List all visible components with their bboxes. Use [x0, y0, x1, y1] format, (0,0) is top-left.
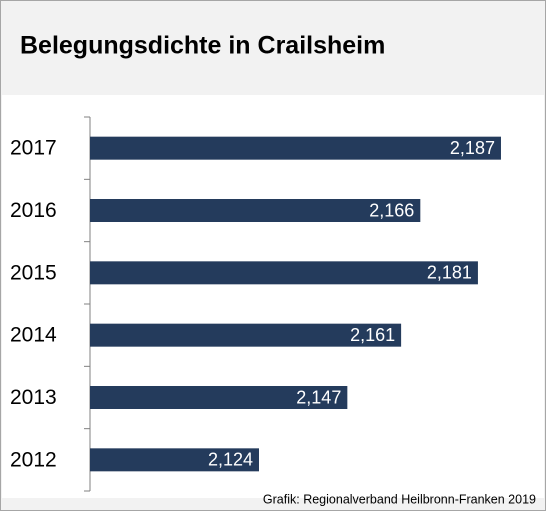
- data-label: 2,187: [450, 138, 495, 158]
- y-tick-label: 2013: [10, 386, 57, 409]
- y-tick-label: 2012: [10, 448, 57, 471]
- bar: [90, 136, 501, 160]
- chart-title: Belegungsdichte in Crailsheim: [20, 32, 385, 60]
- data-label: 2,161: [350, 325, 395, 345]
- data-label: 2,166: [369, 200, 414, 220]
- data-label: 2,147: [296, 387, 341, 407]
- data-label: 2,124: [208, 450, 253, 470]
- y-tick-label: 2016: [10, 199, 57, 222]
- bar: [90, 386, 348, 409]
- plot-area: [2, 95, 544, 498]
- y-tick-label: 2014: [10, 324, 57, 347]
- y-tick-label: 2017: [10, 137, 57, 160]
- bar: [90, 448, 259, 472]
- data-label: 2,181: [427, 263, 472, 283]
- source-note: Grafik: Regionalverband Heilbronn-Franke…: [263, 492, 536, 506]
- bar: [90, 323, 402, 347]
- bar: [90, 199, 421, 222]
- y-tick-label: 2015: [10, 261, 57, 284]
- bar: [90, 261, 478, 285]
